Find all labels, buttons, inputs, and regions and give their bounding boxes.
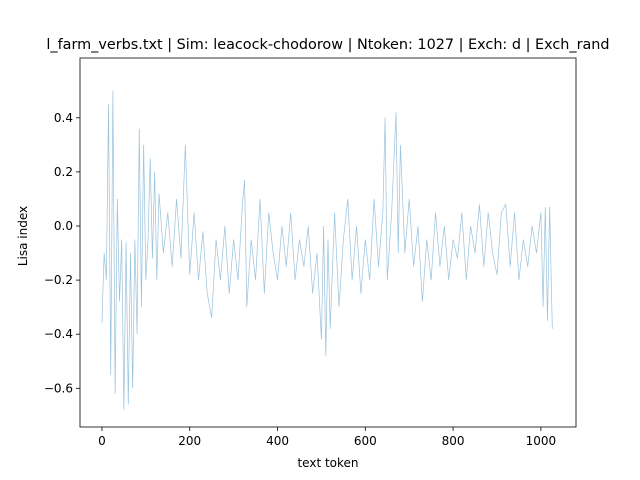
y-tick-label: 0.4 [54,111,73,125]
plot-frame [79,57,577,428]
x-tick-label: 600 [354,434,377,448]
y-tick-label: 0.2 [54,165,73,179]
x-tick-label: 400 [266,434,289,448]
x-axis-label: text token [297,456,358,470]
x-tick-label: 800 [442,434,465,448]
data-line [101,90,553,410]
x-tick-label: 0 [98,434,106,448]
y-tick-label: 0.0 [54,219,73,233]
y-tick-label: −0.2 [44,273,73,287]
y-tick-label: −0.6 [44,381,73,395]
y-axis-label: Lisa index [16,206,30,266]
y-tick-label: −0.4 [44,327,73,341]
x-tick-label: 1000 [526,434,557,448]
x-tick-label: 200 [178,434,201,448]
chart-title: l_farm_verbs.txt | Sim: leacock-chodorow… [46,37,609,53]
